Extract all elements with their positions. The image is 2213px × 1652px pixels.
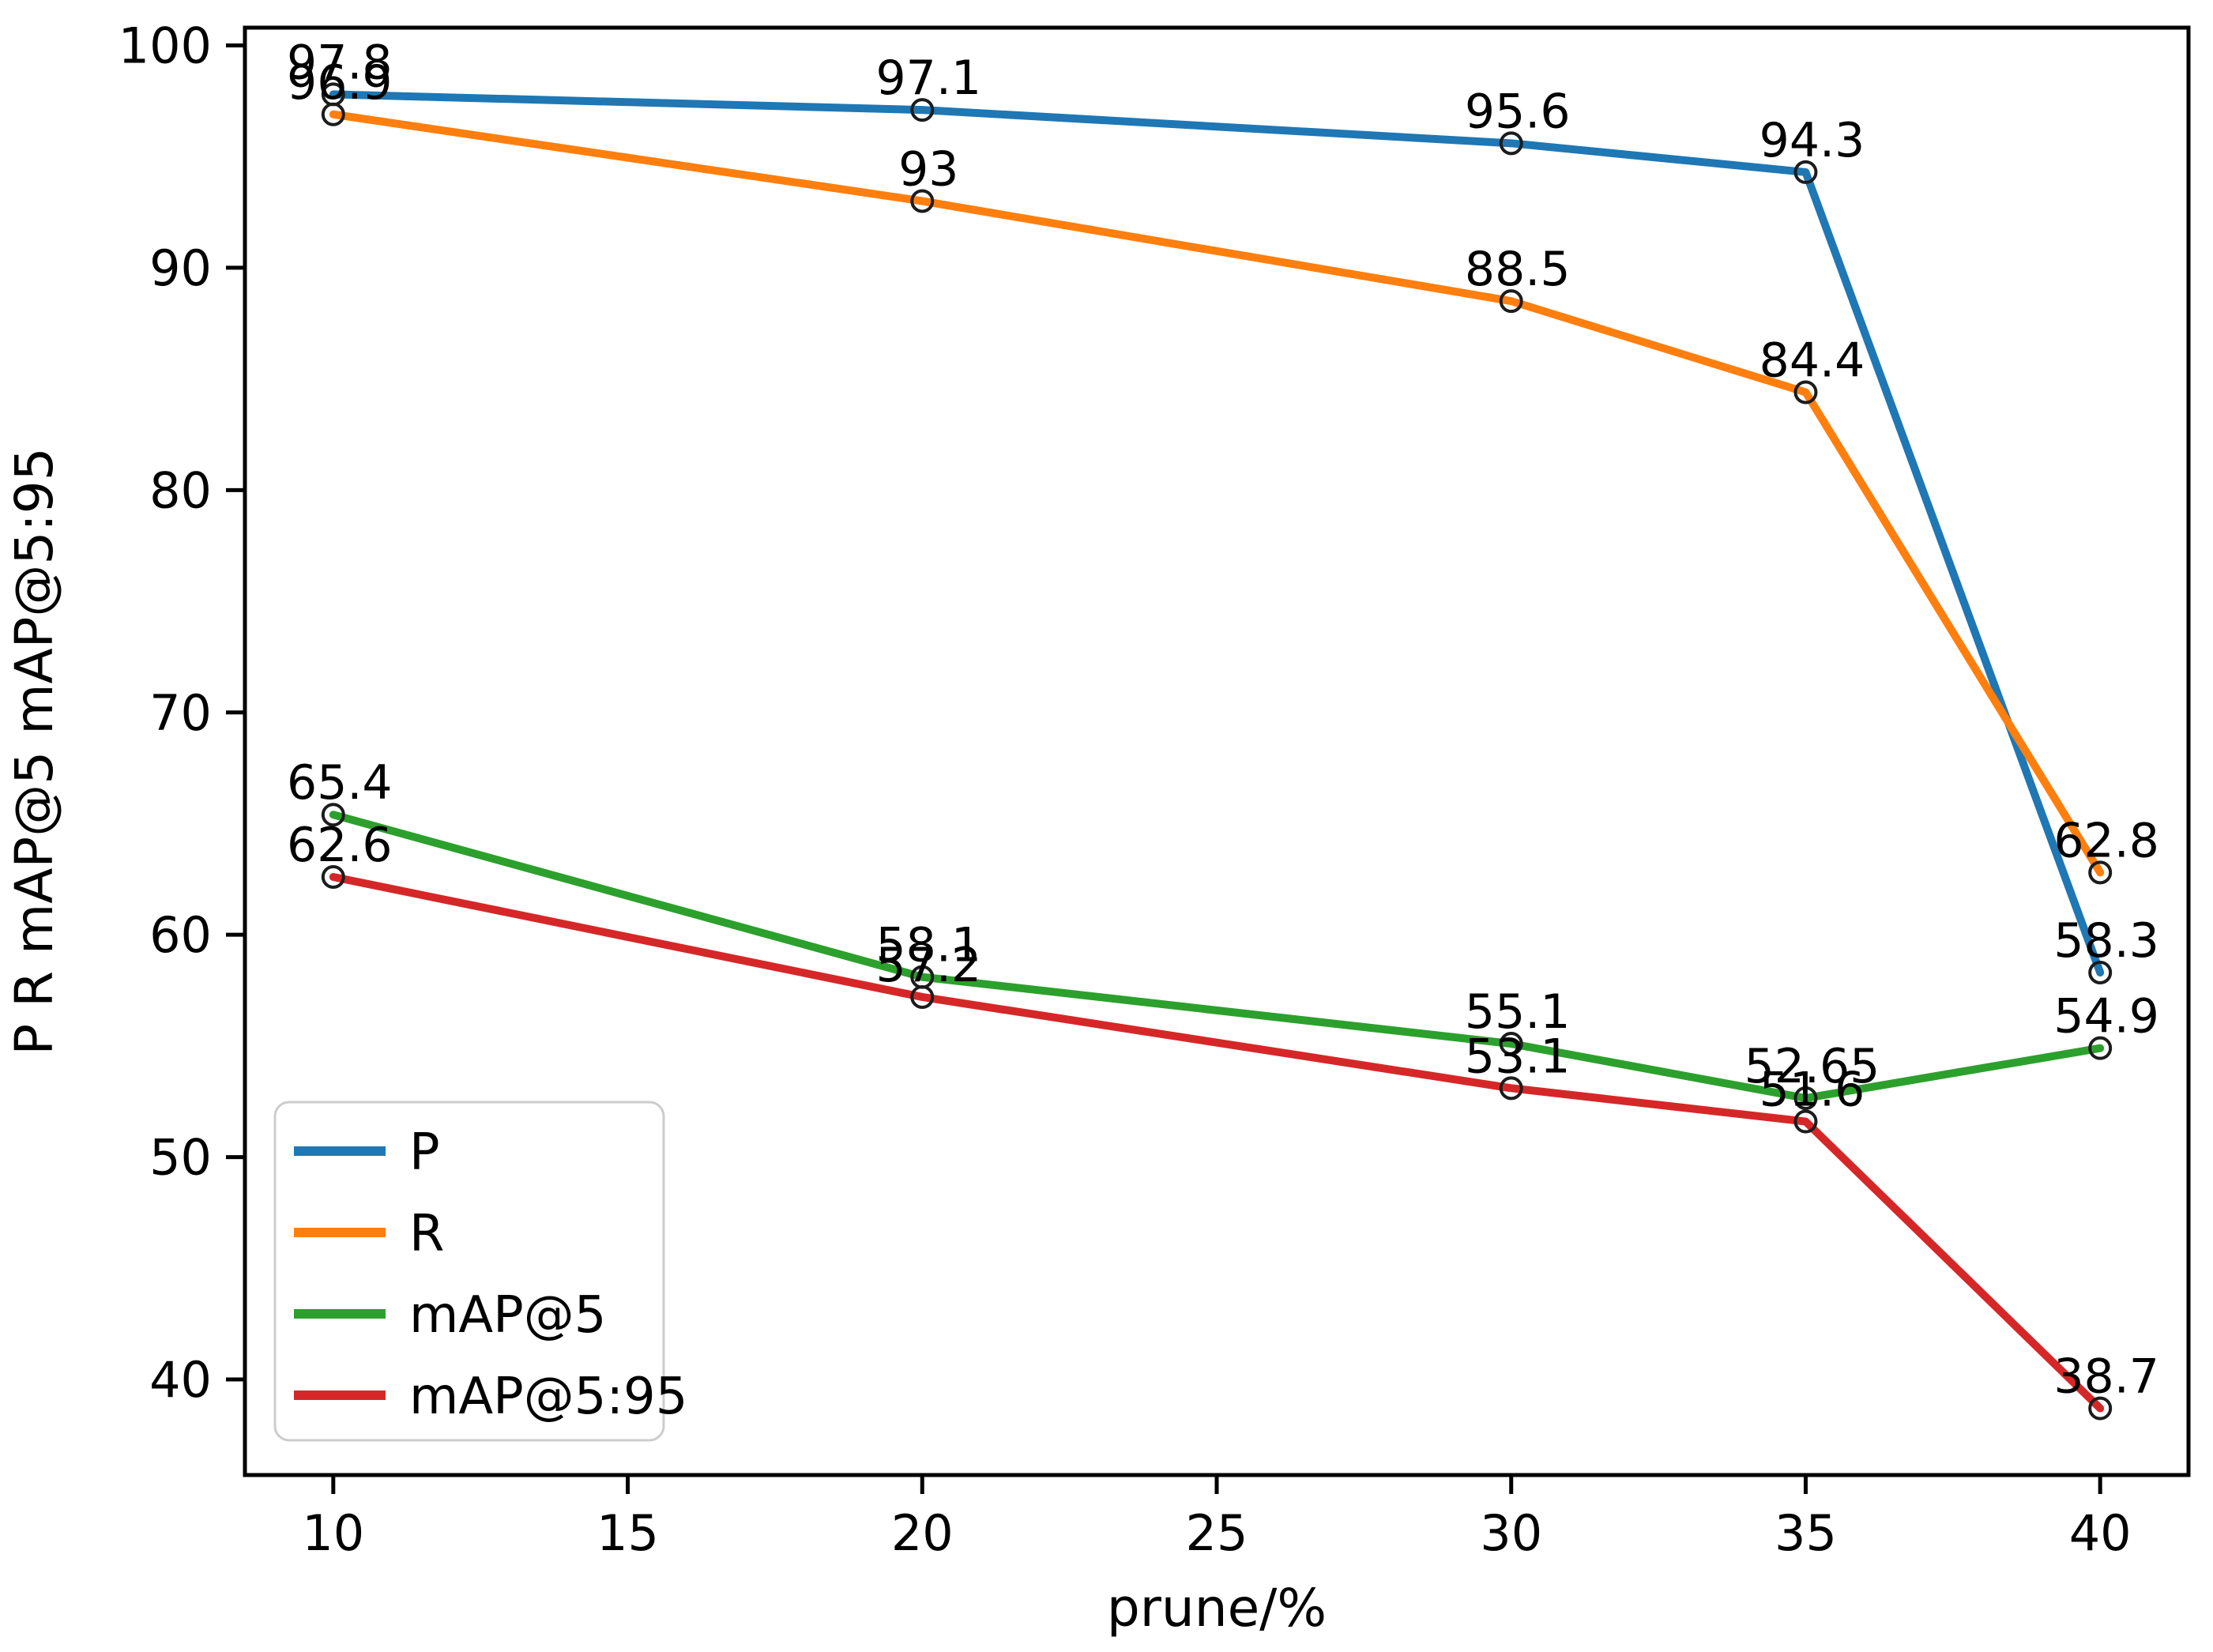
x-tick-label-40: 40 xyxy=(2069,1504,2132,1562)
data-label-mAP@5:95-10: 62.6 xyxy=(287,818,393,873)
plot-series xyxy=(321,82,2113,1421)
x-tick-label-20: 20 xyxy=(891,1504,954,1562)
data-label-R-10: 96.9 xyxy=(287,55,393,111)
x-tick-label-35: 35 xyxy=(1775,1504,1837,1562)
data-point-P-20 xyxy=(910,98,935,122)
y-axis-title: P R mAP@5 mAP@5:95 xyxy=(4,447,65,1055)
data-label-mAP@5-10: 65.4 xyxy=(287,755,393,811)
data-point-mAP@5-35 xyxy=(1793,1086,1818,1111)
data-point-mAP@5-40 xyxy=(2088,1036,2113,1060)
x-tick-label-10: 10 xyxy=(302,1504,364,1562)
legend-label-mAP@5:95: mAP@5:95 xyxy=(409,1368,687,1426)
data-point-mAP@5:95-40 xyxy=(2088,1396,2113,1421)
data-label-mAP@5-30: 55.1 xyxy=(1465,984,1571,1040)
data-point-R-20 xyxy=(910,189,935,213)
series-line-P xyxy=(329,90,2105,977)
series-line-mAP@5:95 xyxy=(329,872,2105,1413)
data-point-P-35 xyxy=(1793,160,1818,184)
data-label-P-10: 97.8 xyxy=(287,35,393,90)
data-label-mAP@5:95-20: 57.2 xyxy=(875,938,981,993)
y-axis: 40 50 60 70 80 90 100 xyxy=(119,17,245,1409)
data-point-R-35 xyxy=(1793,380,1818,405)
data-label-R-20: 93 xyxy=(898,142,958,198)
data-label-R-40: 62.8 xyxy=(2053,813,2159,868)
y-tick-label-70: 70 xyxy=(149,684,212,742)
legend-label-P: P xyxy=(409,1123,440,1182)
data-label-mAP@5-35: 52.65 xyxy=(1744,1039,1880,1094)
data-label-P-35: 94.3 xyxy=(1759,113,1865,168)
data-point-mAP@5:95-35 xyxy=(1793,1109,1818,1134)
data-label-R-35: 84.4 xyxy=(1759,333,1865,389)
data-label-mAP@5-40: 54.9 xyxy=(2053,989,2159,1044)
data-label-P-20: 97.1 xyxy=(875,51,981,106)
data-label-mAP@5:95-40: 38.7 xyxy=(2053,1349,2159,1405)
legend-box xyxy=(273,1101,665,1442)
data-label-mAP@5:95-35: 51.6 xyxy=(1759,1063,1865,1118)
data-point-mAP@5:95-20 xyxy=(910,984,935,1009)
y-tick-label-90: 90 xyxy=(149,239,212,297)
y-tick-label-60: 60 xyxy=(149,906,212,964)
data-point-mAP@5-10 xyxy=(321,803,345,827)
data-point-R-10 xyxy=(321,102,345,126)
data-label-mAP@5-20: 58.1 xyxy=(875,918,981,973)
data-point-mAP@5:95-10 xyxy=(321,864,345,889)
series-line-mAP@5 xyxy=(329,811,2105,1103)
x-tick-label-30: 30 xyxy=(1480,1504,1542,1562)
y-tick-label-50: 50 xyxy=(149,1129,212,1187)
data-point-R-30 xyxy=(1499,289,1523,314)
x-tick-label-15: 15 xyxy=(597,1504,659,1562)
data-point-labels: 97.8 97.1 95.6 94.3 58.3 96.9 93 88.5 84.4 62.8 65… xyxy=(287,35,2159,1404)
series-line-R xyxy=(329,110,2105,877)
data-label-P-30: 95.6 xyxy=(1465,84,1571,139)
data-label-mAP@5:95-30: 53.1 xyxy=(1465,1029,1571,1084)
legend-label-mAP@5: mAP@5 xyxy=(409,1286,606,1345)
y-tick-label-80: 80 xyxy=(149,461,212,519)
legend-label-R: R xyxy=(409,1205,444,1263)
y-tick-label-100: 100 xyxy=(119,17,212,75)
data-point-P-40 xyxy=(2088,961,2113,985)
data-point-mAP@5-30 xyxy=(1499,1032,1523,1056)
x-tick-label-25: 25 xyxy=(1186,1504,1248,1562)
data-label-R-30: 88.5 xyxy=(1465,242,1571,297)
data-point-P-30 xyxy=(1499,131,1523,156)
x-axis: 10 15 20 25 30 35 40 xyxy=(302,1475,2132,1562)
data-point-mAP@5:95-30 xyxy=(1499,1076,1523,1101)
data-point-R-40 xyxy=(2088,860,2113,885)
y-tick-label-40: 40 xyxy=(149,1351,212,1409)
data-label-P-40: 58.3 xyxy=(2053,913,2159,969)
x-axis-title: prune/% xyxy=(1107,1578,1327,1639)
